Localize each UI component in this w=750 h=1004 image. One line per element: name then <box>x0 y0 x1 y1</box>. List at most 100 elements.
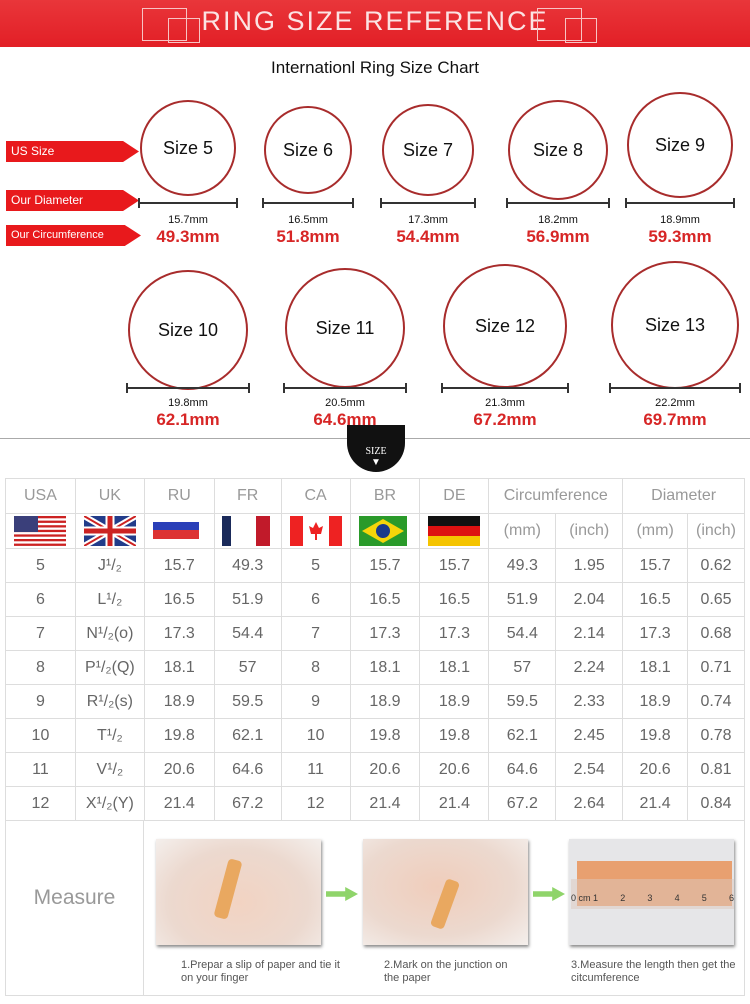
ring-circle: Size 10 <box>128 270 248 390</box>
table-cell: 2.04 <box>555 582 624 617</box>
table-cell: 0.81 <box>687 752 745 787</box>
ruler: 0 cm 1 2 3 4 5 6 <box>571 879 734 909</box>
table-cell: 16.5 <box>622 582 689 617</box>
decor-square <box>168 18 200 43</box>
table-cell: 49.3 <box>488 548 557 583</box>
ring-circle: Size 9 <box>627 92 733 198</box>
ruler-label: 2 <box>620 893 626 903</box>
circumference-value: 62.1mm <box>156 410 220 429</box>
table-cell: 15.7 <box>143 548 215 583</box>
table-cell: 7 <box>5 616 76 651</box>
table-row: 8 P¹/₂(Q) 18.1 57 8 18.1 18.1 57 2.24 18.1 0.71 <box>5 650 745 685</box>
column-header-ru: RU <box>143 478 215 514</box>
table-cell: 59.5 <box>488 684 557 719</box>
decor-square <box>537 8 582 41</box>
table-cell: 49.3 <box>213 548 282 583</box>
diameter-bar <box>126 383 250 393</box>
table-cell: 8 <box>5 650 76 685</box>
header-banner: RING SIZE REFERENCE <box>0 0 750 47</box>
size-table: USA UK RU FR CA BR DE Circumference Diameter (mm)… <box>5 478 745 821</box>
step2-photo <box>363 839 528 945</box>
ring-circle: Size 11 <box>285 268 405 388</box>
unit-header: (inch) <box>687 513 745 549</box>
table-cell: 18.1 <box>143 650 215 685</box>
table-cell: 15.7 <box>622 548 689 583</box>
table-cell: 2.64 <box>555 786 624 821</box>
table-cell: 18.9 <box>143 684 215 719</box>
column-header-diameter: Diameter <box>622 478 745 514</box>
table-cell: 16.5 <box>419 582 490 617</box>
table-cell: 1.95 <box>555 548 624 583</box>
table-cell: 54.4 <box>488 616 557 651</box>
ring-size-label: Size 7 <box>402 139 454 160</box>
flag-ru-icon <box>143 513 215 549</box>
table-row: 11 V¹/₂ 20.6 64.6 11 20.6 20.6 64.6 2.54 20.6 0.81 <box>5 752 745 787</box>
diameter-value: 21.3mm <box>485 397 525 409</box>
table-cell: T¹/₂ <box>74 718 145 753</box>
table-row: 12 X¹/₂(Y) 21.4 67.2 12 21.4 21.4 67.2 2.64 21.4 0… <box>5 786 745 821</box>
table-cell: L¹/₂ <box>74 582 145 617</box>
table-cell: 51.9 <box>488 582 557 617</box>
table-cell: 57 <box>213 650 282 685</box>
table-cell: 2.54 <box>555 752 624 787</box>
measure-label: Measure <box>6 821 144 995</box>
ruler-label: 3 <box>647 893 653 903</box>
diameter-tag: Our Diameter <box>6 190 139 211</box>
diameter-value: 19.8mm <box>168 397 208 409</box>
ruler-label: 0 cm 1 <box>571 893 599 903</box>
diameter-value: 15.7mm <box>168 214 208 226</box>
ring-size-label: Size 10 <box>157 319 219 340</box>
table-cell: 17.3 <box>349 616 421 651</box>
ring-circle: Size 12 <box>443 264 567 388</box>
ring-circle: Size 5 <box>140 100 236 196</box>
column-header-br: BR <box>349 478 421 514</box>
table-cell: 2.24 <box>555 650 624 685</box>
ring-size-label: Size 12 <box>474 315 536 336</box>
ring-size-label: Size 5 <box>162 137 214 158</box>
table-cell: R¹/₂(s) <box>74 684 145 719</box>
diameter-bar <box>138 198 238 208</box>
table-cell: 21.4 <box>622 786 689 821</box>
diameter-value: 16.5mm <box>288 214 328 226</box>
table-cell: 0.71 <box>687 650 745 685</box>
step1-photo <box>156 839 321 945</box>
ring-circle: Size 6 <box>264 106 352 194</box>
table-cell: 18.1 <box>419 650 490 685</box>
ring-size-label: Size 11 <box>315 317 375 338</box>
table-cell: 0.74 <box>687 684 745 719</box>
table-cell: P¹/₂(Q) <box>74 650 145 685</box>
table-cell: 51.9 <box>213 582 282 617</box>
table-cell: 16.5 <box>349 582 421 617</box>
diameter-bar <box>506 198 610 208</box>
table-cell: 10 <box>280 718 351 753</box>
diameter-value: 17.3mm <box>408 214 448 226</box>
table-cell: 7 <box>280 616 351 651</box>
circumference-value: 69.7mm <box>643 410 707 429</box>
table-cell: 57 <box>488 650 557 685</box>
circumference-value: 56.9mm <box>526 227 590 246</box>
table-cell: 15.7 <box>419 548 490 583</box>
table-cell: 5 <box>280 548 351 583</box>
table-cell: 18.1 <box>622 650 689 685</box>
table-cell: 11 <box>280 752 351 787</box>
ruler-label: 6 <box>728 893 734 903</box>
table-cell: 21.4 <box>349 786 421 821</box>
table-cell: 2.33 <box>555 684 624 719</box>
table-cell: 19.8 <box>349 718 421 753</box>
table-cell: 0.62 <box>687 548 745 583</box>
header-title: RING SIZE REFERENCE <box>201 6 549 36</box>
diameter-bar <box>283 383 407 393</box>
column-header-fr: FR <box>213 478 282 514</box>
ring-size-label: Size 8 <box>532 139 584 160</box>
table-cell: 8 <box>280 650 351 685</box>
table-cell: 67.2 <box>213 786 282 821</box>
circumference-value: 54.4mm <box>396 227 460 246</box>
size-badge: SIZE ▼ <box>347 425 405 472</box>
column-header-uk: UK <box>74 478 145 514</box>
table-cell: 5 <box>5 548 76 583</box>
table-row: 5 J¹/₂ 15.7 49.3 5 15.7 15.7 49.3 1.95 15.7 0.62 <box>5 548 745 583</box>
table-cell: 19.8 <box>419 718 490 753</box>
measure-section: Measure 0 cm 1 2 3 4 5 6 1.Prepar a slip of p… <box>5 820 745 996</box>
table-cell: 17.3 <box>419 616 490 651</box>
circumference-value: 51.8mm <box>276 227 340 246</box>
